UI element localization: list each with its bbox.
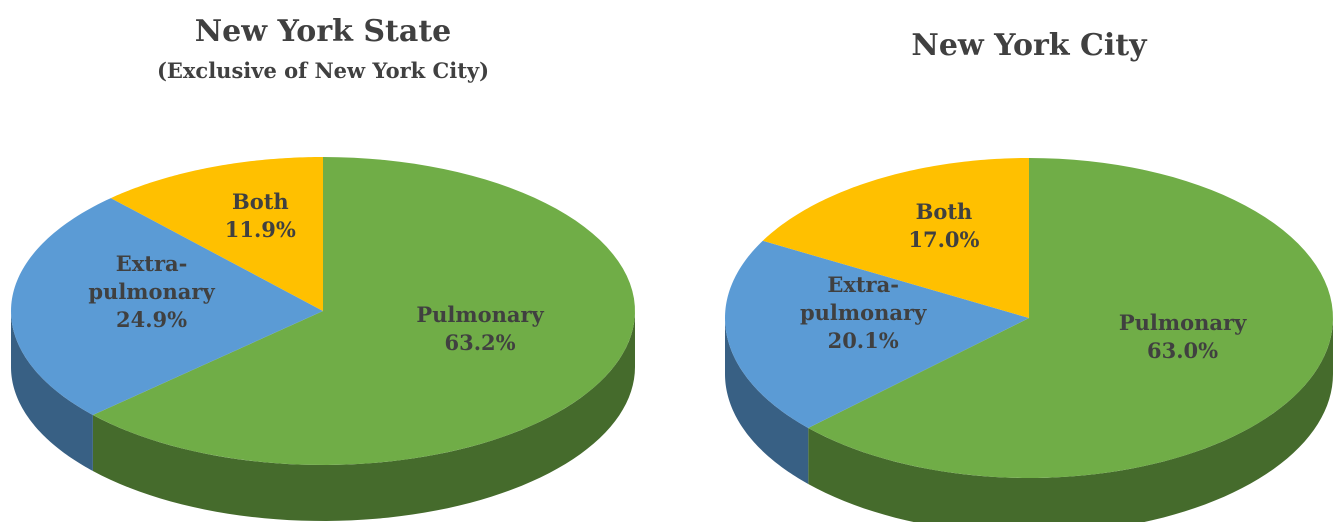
value-label: 11.9%: [224, 217, 296, 243]
pie-slice: [11, 198, 324, 416]
category-label: Pulmonary: [1118, 309, 1247, 335]
side-wall: [11, 311, 93, 472]
value-label: 63.2%: [444, 330, 516, 356]
category-label: Pulmonary: [416, 302, 544, 328]
side-wall: [725, 318, 809, 484]
value-label: 24.9%: [115, 306, 188, 332]
slice-label: Pulmonary 63.0%: [1118, 309, 1248, 365]
chart-subtitle: (Exclusive of New York City): [156, 58, 490, 83]
side-wall: [808, 318, 1333, 522]
chart-title: New York City: [911, 28, 1147, 63]
category-label: Extra-pulmonary: [799, 272, 927, 326]
category-label: Both: [231, 189, 289, 215]
side-wall: [92, 311, 636, 521]
slice-label: Extra-pulmonary 24.9%: [87, 250, 217, 334]
chart-title: New York State: [194, 14, 452, 49]
value-label: 63.0%: [1147, 337, 1219, 363]
slice-label: Both 17.0%: [879, 198, 1009, 254]
slice-label: Both 11.9%: [195, 188, 325, 244]
value-label: 17.0%: [908, 227, 980, 253]
pie-slice: [110, 157, 323, 311]
pie-slice: [92, 157, 635, 465]
pie-slice: [725, 240, 1029, 428]
slice-label: Pulmonary 63.2%: [415, 301, 545, 357]
category-label: Extra-pulmonary: [88, 250, 215, 304]
pie-slice: [808, 158, 1333, 478]
value-label: 20.1%: [827, 328, 899, 354]
slice-label: Extra-pulmonary 20.1%: [798, 271, 928, 355]
pie-slice: [762, 158, 1029, 318]
category-label: Both: [915, 199, 973, 225]
